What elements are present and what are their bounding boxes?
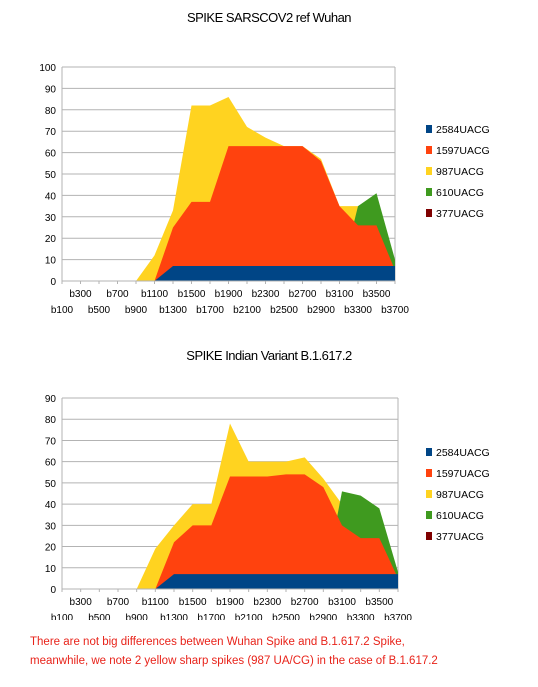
y-tick-label: 30 — [45, 521, 57, 532]
x-tick-label: b1300 — [159, 305, 187, 316]
x-tick-label: b500 — [88, 305, 111, 316]
x-tick-label: b300 — [70, 597, 93, 608]
x-tick-label: b900 — [125, 305, 148, 316]
legend-swatch-377uacg — [426, 532, 432, 540]
series-area-1597uacg — [62, 146, 395, 281]
x-tick-label: b3100 — [328, 597, 356, 608]
y-tick-label: 50 — [45, 170, 57, 181]
x-tick-label: b2700 — [289, 289, 317, 300]
chart-title-wuhan: SPIKE SARSCOV2 ref Wuhan — [186, 10, 352, 25]
series-area-2584uacg — [62, 574, 398, 589]
x-tick-label: b1900 — [216, 597, 244, 608]
y-tick-label: 30 — [45, 213, 57, 224]
caption: There are not big differences between Wu… — [30, 633, 530, 671]
x-tick-label: b300 — [69, 289, 92, 300]
x-tick-label: b1900 — [215, 289, 243, 300]
legend-swatch-377uacg — [426, 209, 432, 217]
chart-title-indian: SPIKE Indian Variant B.1.617.2 — [186, 348, 352, 363]
x-tick-label: b2100 — [235, 613, 263, 620]
y-tick-label: 10 — [45, 564, 57, 575]
x-tick-label: b700 — [106, 289, 129, 300]
x-tick-label: b3700 — [384, 613, 412, 620]
x-tick-label: b2500 — [272, 613, 300, 620]
y-tick-label: 40 — [45, 191, 57, 202]
y-tick-label: 60 — [45, 149, 57, 160]
legend-swatch-2584uacg — [426, 448, 432, 456]
legend-label-987uacg: 987UACG — [436, 489, 484, 501]
y-tick-label: 80 — [45, 415, 57, 426]
y-tick-label: 70 — [45, 436, 57, 447]
y-tick-label: 40 — [45, 500, 57, 511]
x-tick-label: b1100 — [142, 597, 170, 608]
x-tick-label: b500 — [88, 613, 111, 620]
legend-label-377uacg: 377UACG — [436, 531, 484, 543]
x-tick-label: b1700 — [196, 305, 224, 316]
x-tick-label: b2500 — [270, 305, 298, 316]
chart-wuhan: 0 10 20 30 40 50 60 70 80 90 100 b100 b300 b500 b700 b9… — [39, 63, 490, 316]
y-tick-label: 90 — [45, 394, 57, 405]
legend-swatch-1597uacg — [426, 469, 432, 477]
legend-swatch-2584uacg — [426, 125, 432, 133]
x-tick-label: b2700 — [291, 597, 319, 608]
x-tick-label: b2900 — [309, 613, 337, 620]
x-tick-label: b3100 — [326, 289, 354, 300]
legend-label-2584uacg: 2584UACG — [436, 447, 490, 459]
legend-swatch-987uacg — [426, 167, 432, 175]
y-tick-label: 70 — [45, 127, 57, 138]
y-tick-label: 90 — [45, 84, 57, 95]
legend-label-1597uacg: 1597UACG — [436, 468, 490, 480]
x-tick-label: b2100 — [233, 305, 261, 316]
x-tick-label: b1100 — [141, 289, 169, 300]
legend-label-610uacg: 610UACG — [436, 510, 484, 522]
legend-swatch-610uacg — [426, 188, 432, 196]
y-tick-label: 10 — [45, 256, 57, 267]
x-tick-label: b3500 — [365, 597, 393, 608]
x-tick-label: b700 — [107, 597, 130, 608]
x-tick-label: b100 — [51, 305, 74, 316]
x-tick-label: b3700 — [381, 305, 409, 316]
legend-label-2584uacg: 2584UACG — [436, 124, 490, 136]
y-tick-label: 100 — [39, 63, 56, 74]
caption-line-1: There are not big differences between Wu… — [30, 636, 405, 648]
x-tick-label: b3300 — [344, 305, 372, 316]
x-tick-label: b1500 — [178, 289, 206, 300]
x-tick-label: b1500 — [179, 597, 207, 608]
caption-line-2: meanwhile, we note 2 yellow sharp spikes… — [30, 655, 438, 667]
series-area-1597uacg — [62, 474, 398, 589]
legend-swatch-610uacg — [426, 511, 432, 519]
legend-swatch-987uacg — [426, 490, 432, 498]
y-tick-label: 0 — [50, 277, 56, 288]
x-tick-label: b1700 — [197, 613, 225, 620]
x-tick-label: b100 — [51, 613, 74, 620]
chart-indian: 0 10 20 30 40 50 60 70 80 90 b100 b300 b500 b700 b900 b… — [45, 394, 490, 620]
x-tick-label: b1300 — [160, 613, 188, 620]
x-tick-label: b2900 — [307, 305, 335, 316]
y-tick-label: 60 — [45, 458, 57, 469]
legend-label-610uacg: 610UACG — [436, 187, 484, 199]
y-tick-label: 0 — [50, 585, 56, 596]
legend-swatch-1597uacg — [426, 146, 432, 154]
x-tick-label: b2300 — [253, 597, 281, 608]
x-tick-label: b3300 — [347, 613, 375, 620]
y-tick-label: 20 — [45, 234, 57, 245]
x-tick-label: b2300 — [252, 289, 280, 300]
legend-label-1597uacg: 1597UACG — [436, 145, 490, 157]
legend-label-377uacg: 377UACG — [436, 208, 484, 220]
x-tick-label: b3500 — [363, 289, 391, 300]
series-area-2584uacg — [62, 266, 395, 281]
y-tick-label: 80 — [45, 106, 57, 117]
y-tick-label: 20 — [45, 543, 57, 554]
x-tick-label: b900 — [126, 613, 149, 620]
y-tick-label: 50 — [45, 479, 57, 490]
legend-label-987uacg: 987UACG — [436, 166, 484, 178]
